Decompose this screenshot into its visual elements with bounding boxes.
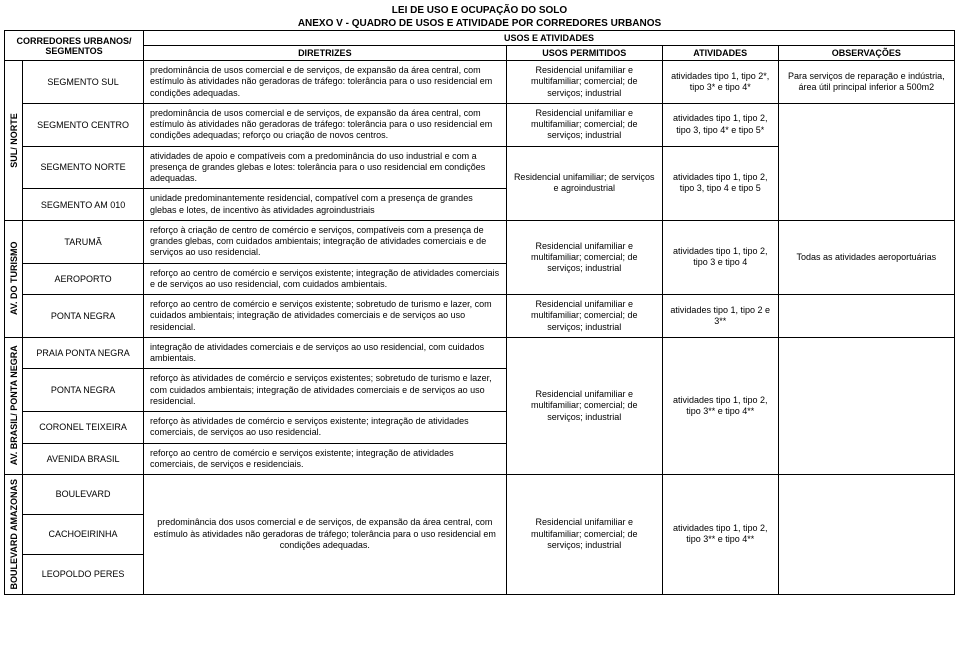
group-sul-norte: SUL/ NORTE: [5, 61, 23, 221]
ati-ponta-negra-1: atividades tipo 1, tipo 2 e 3**: [662, 295, 778, 338]
seg-centro: SEGMENTO CENTRO: [23, 103, 144, 146]
uso-sul: Residencial unifamiliar e multifamiliar;…: [506, 61, 662, 104]
uso-norte: Residencial unifamiliar; de serviços e a…: [506, 146, 662, 220]
obs-ponta-negra-1: [778, 295, 954, 338]
obs-brasil-pn: [778, 337, 954, 474]
obs-centro: [778, 103, 954, 220]
seg-praia-pn: PRAIA PONTA NEGRA: [23, 337, 144, 369]
uso-ponta-negra-1: Residencial unifamiliar e multifamiliar;…: [506, 295, 662, 338]
uso-brasil-pn: Residencial unifamiliar e multifamiliar;…: [506, 337, 662, 474]
dir-ponta-negra-1: reforço ao centro de comércio e serviços…: [144, 295, 507, 338]
ati-brasil-pn: atividades tipo 1, tipo 2, tipo 3** e ti…: [662, 337, 778, 474]
group-turismo: AV. DO TURISMO: [5, 220, 23, 337]
seg-av-brasil: AVENIDA BRASIL: [23, 443, 144, 475]
dir-av-brasil: reforço ao centro de comércio e serviços…: [144, 443, 507, 475]
seg-cachoeirinha: CACHOEIRINHA: [23, 514, 144, 554]
dir-sul: predominância de usos comercial e de ser…: [144, 61, 507, 104]
dir-centro: predominância de usos comercial e de ser…: [144, 103, 507, 146]
ati-sul: atividades tipo 1, tipo 2*, tipo 3* e ti…: [662, 61, 778, 104]
land-use-table: LEI DE USO E OCUPAÇÃO DO SOLO ANEXO V - …: [4, 4, 955, 595]
hdr-usos-ativ: USOS E ATIVIDADES: [144, 31, 955, 46]
hdr-corredores: CORREDORES URBANOS/ SEGMENTOS: [5, 31, 144, 61]
seg-norte: SEGMENTO NORTE: [23, 146, 144, 189]
title-2: ANEXO V - QUADRO DE USOS E ATIVIDADE POR…: [5, 17, 955, 31]
dir-am010: unidade predominantemente residencial, c…: [144, 189, 507, 221]
hdr-observ: OBSERVAÇÕES: [778, 46, 954, 61]
uso-centro: Residencial unifamiliar e multifamiliar;…: [506, 103, 662, 146]
dir-coronel: reforço às atividades de comércio e serv…: [144, 412, 507, 444]
seg-boulevard: BOULEVARD: [23, 475, 144, 515]
seg-sul: SEGMENTO SUL: [23, 61, 144, 104]
seg-leopoldo: LEOPOLDO PERES: [23, 554, 144, 594]
dir-ponta-negra-2: reforço às atividades de comércio e serv…: [144, 369, 507, 412]
seg-aeroporto: AEROPORTO: [23, 263, 144, 295]
dir-norte: atividades de apoio e compatíveis com a …: [144, 146, 507, 189]
seg-ponta-negra-2: PONTA NEGRA: [23, 369, 144, 412]
seg-ponta-negra-1: PONTA NEGRA: [23, 295, 144, 338]
dir-taruma: reforço à criação de centro de comércio …: [144, 220, 507, 263]
ati-taruma: atividades tipo 1, tipo 2, tipo 3 e tipo…: [662, 220, 778, 294]
dir-aeroporto: reforço ao centro de comércio e serviços…: [144, 263, 507, 295]
title-1: LEI DE USO E OCUPAÇÃO DO SOLO: [5, 4, 955, 17]
dir-praia-pn: integração de atividades comerciais e de…: [144, 337, 507, 369]
seg-coronel: CORONEL TEIXEIRA: [23, 412, 144, 444]
dir-boulevard: predominância dos usos comercial e de se…: [144, 475, 507, 595]
hdr-usos-perm: USOS PERMITIDOS: [506, 46, 662, 61]
uso-taruma: Residencial unifamiliar e multifamiliar;…: [506, 220, 662, 294]
group-brasil-pn: AV. BRASIL/ PONTA NEGRA: [5, 337, 23, 474]
seg-am010: SEGMENTO AM 010: [23, 189, 144, 221]
uso-boulevard: Residencial unifamiliar e multifamiliar;…: [506, 475, 662, 595]
obs-boulevard: [778, 475, 954, 595]
group-boulevard: BOULEVARD AMAZONAS: [5, 475, 23, 595]
ati-norte: atividades tipo 1, tipo 2, tipo 3, tipo …: [662, 146, 778, 220]
obs-sul: Para serviços de reparação e indústria, …: [778, 61, 954, 104]
seg-taruma: TARUMÃ: [23, 220, 144, 263]
ati-boulevard: atividades tipo 1, tipo 2, tipo 3** e ti…: [662, 475, 778, 595]
hdr-diretrizes: DIRETRIZES: [144, 46, 507, 61]
obs-taruma: Todas as atividades aeroportuárias: [778, 220, 954, 294]
hdr-atividades: ATIVIDADES: [662, 46, 778, 61]
ati-centro: atividades tipo 1, tipo 2, tipo 3, tipo …: [662, 103, 778, 146]
